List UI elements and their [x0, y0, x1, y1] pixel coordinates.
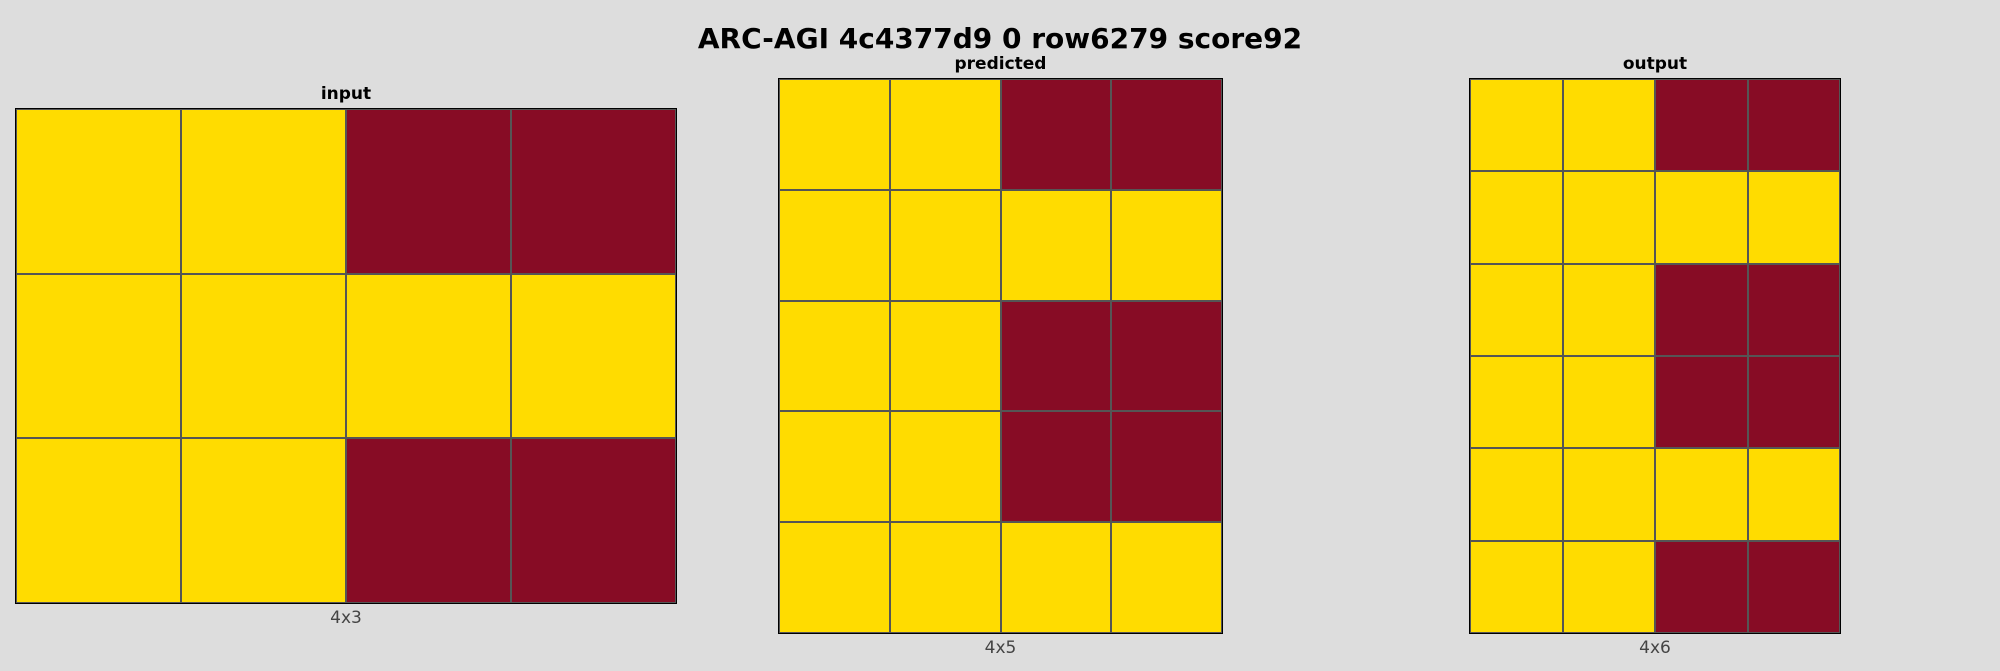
output-cell-r1-c1: [1562, 171, 1655, 264]
input-cell-r0-c2: [346, 109, 511, 274]
predicted-panel-title: predicted: [954, 54, 1047, 74]
predicted-cell-r2-c2: [1000, 300, 1112, 412]
predicted-cell-r3-c1: [889, 411, 1001, 523]
input-cell-r1-c2: [346, 273, 511, 439]
predicted-cell-r1-c3: [1111, 189, 1222, 301]
output-cell-r5-c2: [1655, 540, 1748, 633]
input-cell-r1-c0: [16, 273, 181, 439]
output-cell-r0-c3: [1747, 79, 1840, 172]
predicted-cell-r3-c2: [1000, 411, 1112, 523]
predicted-cell-r1-c0: [779, 189, 890, 301]
input-panel-title: input: [320, 84, 372, 104]
output-cell-r2-c0: [1470, 263, 1563, 356]
output-cell-r4-c2: [1655, 448, 1748, 541]
output-cell-r1-c3: [1747, 171, 1840, 264]
output-cell-r4-c0: [1470, 448, 1563, 541]
input-panel: input 4x3: [15, 84, 677, 630]
output-cell-r4-c1: [1562, 448, 1655, 541]
input-cell-r2-c2: [346, 438, 511, 603]
output-cell-r0-c1: [1562, 79, 1655, 172]
input-panel-caption: 4x3: [330, 608, 362, 628]
predicted-cell-r2-c1: [889, 300, 1001, 412]
predicted-cell-r4-c1: [889, 522, 1001, 633]
input-cell-r1-c1: [181, 273, 346, 439]
output-cell-r2-c2: [1655, 263, 1748, 356]
input-cell-r2-c1: [181, 438, 346, 603]
predicted-panel: predicted 4x5: [778, 54, 1223, 660]
output-cell-r5-c3: [1747, 540, 1840, 633]
predicted-cell-r2-c0: [779, 300, 890, 412]
predicted-cell-r4-c2: [1000, 522, 1112, 633]
input-grid: [15, 108, 677, 604]
output-cell-r3-c0: [1470, 356, 1563, 449]
predicted-cell-r0-c3: [1111, 79, 1222, 190]
output-cell-r5-c1: [1562, 540, 1655, 633]
output-cell-r3-c2: [1655, 356, 1748, 449]
figure-title: ARC-AGI 4c4377d9 0 row6279 score92: [697, 22, 1303, 55]
output-cell-r5-c0: [1470, 540, 1563, 633]
predicted-cell-r4-c3: [1111, 522, 1222, 633]
output-panel-caption: 4x6: [1639, 638, 1671, 658]
input-cell-r0-c1: [181, 109, 346, 274]
input-cell-r1-c3: [511, 273, 676, 439]
predicted-cell-r1-c1: [889, 189, 1001, 301]
predicted-cell-r0-c2: [1000, 79, 1112, 190]
output-cell-r0-c0: [1470, 79, 1563, 172]
predicted-cell-r0-c0: [779, 79, 890, 190]
input-cell-r0-c0: [16, 109, 181, 274]
input-cell-r2-c3: [511, 438, 676, 603]
predicted-cell-r2-c3: [1111, 300, 1222, 412]
output-cell-r1-c2: [1655, 171, 1748, 264]
output-cell-r2-c3: [1747, 263, 1840, 356]
output-panel-title: output: [1622, 54, 1688, 74]
input-cell-r0-c3: [511, 109, 676, 274]
predicted-panel-caption: 4x5: [984, 638, 1017, 658]
predicted-cell-r3-c0: [779, 411, 890, 523]
predicted-cell-r3-c3: [1111, 411, 1222, 523]
predicted-cell-r1-c2: [1000, 189, 1112, 301]
output-panel: output 4x6: [1469, 54, 1841, 660]
input-cell-r2-c0: [16, 438, 181, 603]
predicted-grid: [778, 78, 1223, 634]
output-cell-r2-c1: [1562, 263, 1655, 356]
output-grid: [1469, 78, 1841, 634]
output-cell-r1-c0: [1470, 171, 1563, 264]
predicted-cell-r4-c0: [779, 522, 890, 633]
output-cell-r3-c1: [1562, 356, 1655, 449]
output-cell-r0-c2: [1655, 79, 1748, 172]
predicted-cell-r0-c1: [889, 79, 1001, 190]
output-cell-r3-c3: [1747, 356, 1840, 449]
output-cell-r4-c3: [1747, 448, 1840, 541]
